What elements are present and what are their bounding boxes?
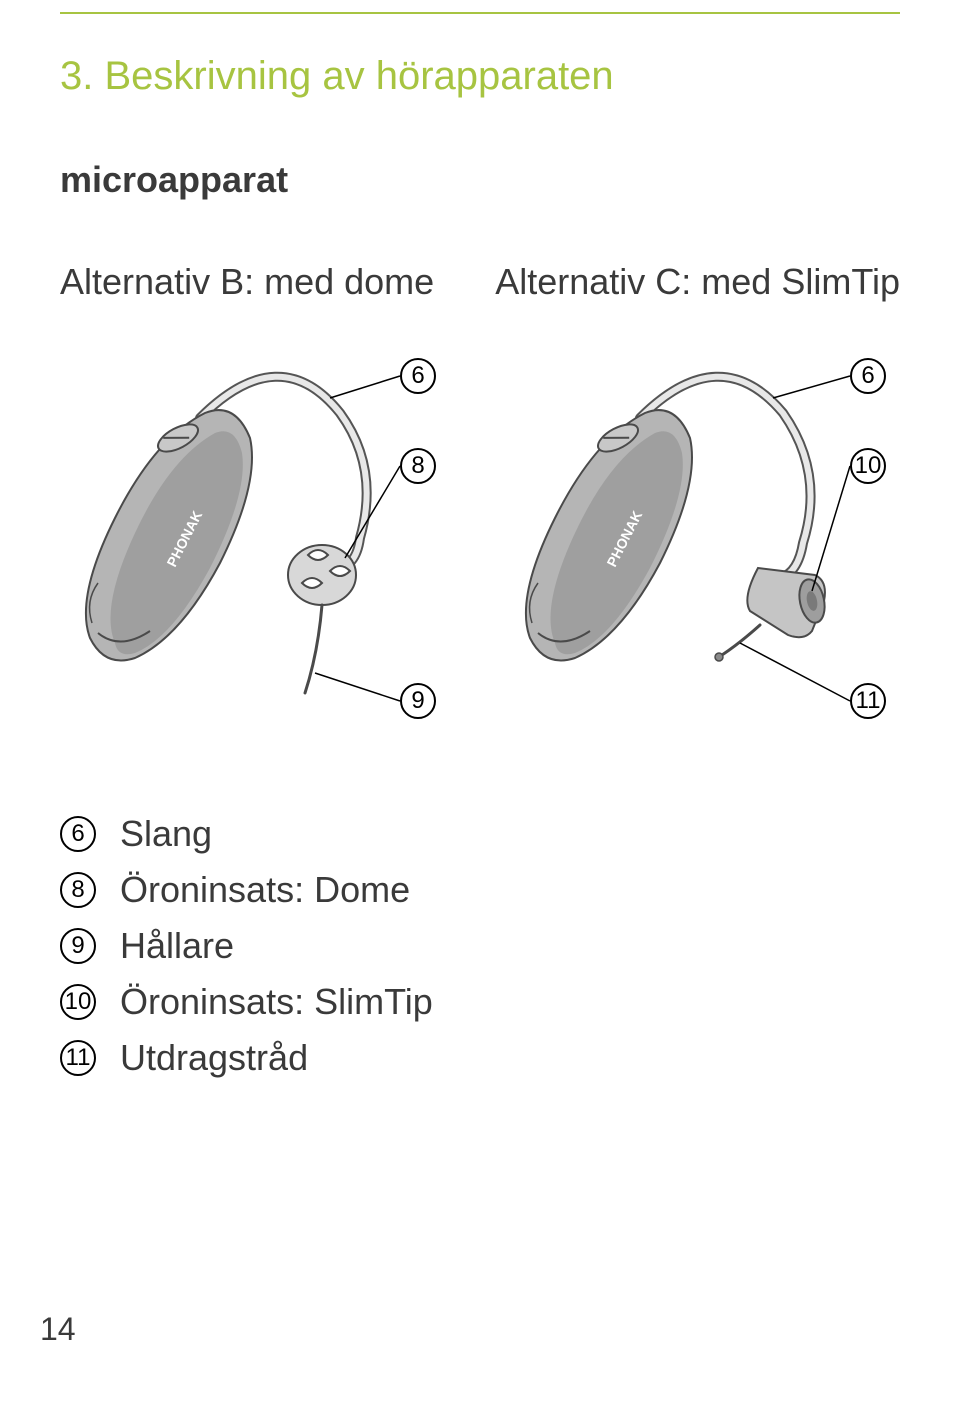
legend-text-dome: Öroninsats: Dome — [120, 869, 410, 911]
diagram-dome: PHONAK 6 8 9 — [60, 343, 460, 743]
top-rule — [60, 12, 900, 14]
options-row: Alternativ B: med dome Alternativ C: med… — [60, 261, 900, 303]
legend-num-6: 6 — [60, 816, 96, 852]
legend-row: 8 Öroninsats: Dome — [60, 869, 900, 911]
hearing-aid-body-right: PHONAK — [526, 410, 692, 660]
legend: 6 Slang 8 Öroninsats: Dome 9 Hållare 10 … — [60, 813, 900, 1079]
callout-6-left: 6 — [400, 358, 436, 394]
option-c-label: Alternativ C: med SlimTip — [495, 261, 900, 303]
diagrams-row: PHONAK 6 8 9 — [60, 343, 900, 743]
legend-row: 9 Hållare — [60, 925, 900, 967]
legend-num-8: 8 — [60, 872, 96, 908]
callout-8: 8 — [400, 448, 436, 484]
retention-wire — [305, 605, 322, 693]
diagram-slimtip: PHONAK 6 10 11 — [500, 343, 900, 743]
page-number: 14 — [40, 1311, 76, 1348]
legend-text-utdrag: Utdragstråd — [120, 1037, 308, 1079]
diagram-slimtip-svg: PHONAK — [500, 343, 900, 743]
callout-11: 11 — [850, 683, 886, 719]
legend-num-11: 11 — [60, 1040, 96, 1076]
dome-earpiece — [288, 545, 356, 605]
legend-row: 10 Öroninsats: SlimTip — [60, 981, 900, 1023]
legend-row: 11 Utdragstråd — [60, 1037, 900, 1079]
diagram-dome-svg: PHONAK — [60, 343, 460, 743]
legend-text-slang: Slang — [120, 813, 212, 855]
subtitle: microapparat — [60, 159, 900, 201]
legend-num-10: 10 — [60, 984, 96, 1020]
callout-9: 9 — [400, 683, 436, 719]
section-title: 3. Beskrivning av hörapparaten — [60, 54, 900, 99]
legend-row: 6 Slang — [60, 813, 900, 855]
hearing-aid-body: PHONAK — [86, 410, 252, 660]
legend-text-hallare: Hållare — [120, 925, 234, 967]
callout-6-right: 6 — [850, 358, 886, 394]
option-b-label: Alternativ B: med dome — [60, 261, 434, 303]
legend-text-slimtip: Öroninsats: SlimTip — [120, 981, 433, 1023]
callout-10: 10 — [850, 448, 886, 484]
legend-num-9: 9 — [60, 928, 96, 964]
